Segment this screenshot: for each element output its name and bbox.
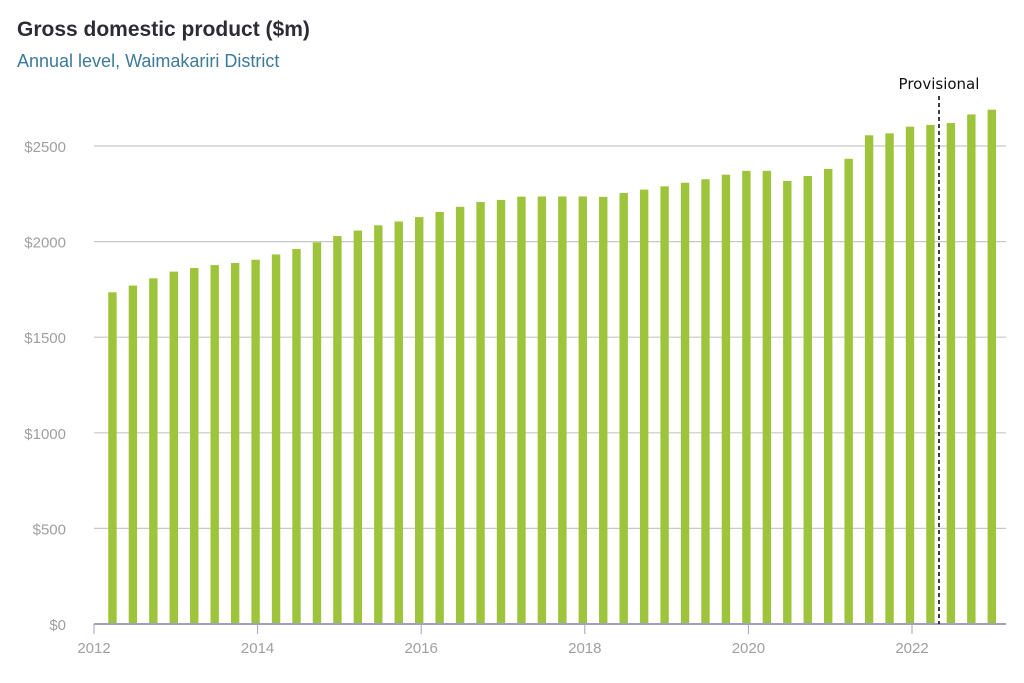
bar xyxy=(660,186,669,624)
bar xyxy=(783,180,792,624)
chart-title: Gross domestic product ($m) xyxy=(17,18,310,41)
bar xyxy=(762,170,772,624)
bar xyxy=(435,211,444,625)
bar xyxy=(190,267,199,624)
x-tick-label: 2020 xyxy=(732,640,765,657)
y-tick-label: $0 xyxy=(49,617,66,634)
bar xyxy=(864,135,874,625)
bar xyxy=(742,170,751,624)
x-tick-label: 2018 xyxy=(568,640,601,657)
bar xyxy=(701,179,710,624)
bar xyxy=(639,189,649,624)
bar xyxy=(599,196,608,625)
bar xyxy=(251,259,260,624)
bar xyxy=(271,254,281,624)
y-tick-label: $1500 xyxy=(24,330,66,347)
y-tick-label: $2500 xyxy=(24,139,66,156)
bar xyxy=(824,168,833,624)
bar xyxy=(967,114,976,625)
x-tick-label: 2014 xyxy=(241,640,274,657)
bar xyxy=(517,196,526,624)
gridlines xyxy=(94,145,1006,530)
bar xyxy=(353,230,363,624)
bar xyxy=(987,109,996,624)
bar xyxy=(721,174,731,624)
bar xyxy=(108,292,117,624)
bar xyxy=(415,217,424,624)
y-tick-label: $2000 xyxy=(24,235,66,252)
bar xyxy=(292,249,301,624)
bar xyxy=(496,199,506,624)
bar xyxy=(128,285,138,624)
x-tick-label: 2012 xyxy=(77,640,110,657)
chart-subtitle: Annual level, Waimakariri District xyxy=(17,51,280,71)
bar xyxy=(149,278,158,624)
bar xyxy=(455,206,465,624)
x-tick-label: 2022 xyxy=(895,640,928,657)
bar xyxy=(333,236,342,624)
bar xyxy=(578,196,587,624)
bar xyxy=(905,126,915,625)
bar xyxy=(394,221,403,625)
bar xyxy=(619,193,628,624)
bar xyxy=(885,133,894,624)
provisional-label: Provisional xyxy=(899,75,980,93)
bar xyxy=(230,263,240,624)
bar xyxy=(169,271,178,624)
y-tick-label: $1000 xyxy=(24,426,66,443)
bar xyxy=(844,158,853,624)
bar xyxy=(926,124,935,624)
bars xyxy=(108,109,996,625)
bar xyxy=(803,176,812,624)
y-axis-ticks: $0 $500 $1000 $1500 $2000 $2500 xyxy=(24,139,66,634)
x-axis: 2012 2014 2016 2018 2020 2022 xyxy=(77,623,1006,657)
bar xyxy=(312,242,322,624)
y-tick-label: $500 xyxy=(33,521,66,538)
bar xyxy=(374,225,383,624)
bar xyxy=(537,196,547,624)
bar xyxy=(558,196,567,624)
bar xyxy=(680,182,690,625)
bar xyxy=(946,123,956,624)
x-tick-label: 2016 xyxy=(405,640,438,657)
annotations: Provisional xyxy=(899,75,980,624)
bar xyxy=(476,202,485,624)
bar xyxy=(210,265,219,624)
